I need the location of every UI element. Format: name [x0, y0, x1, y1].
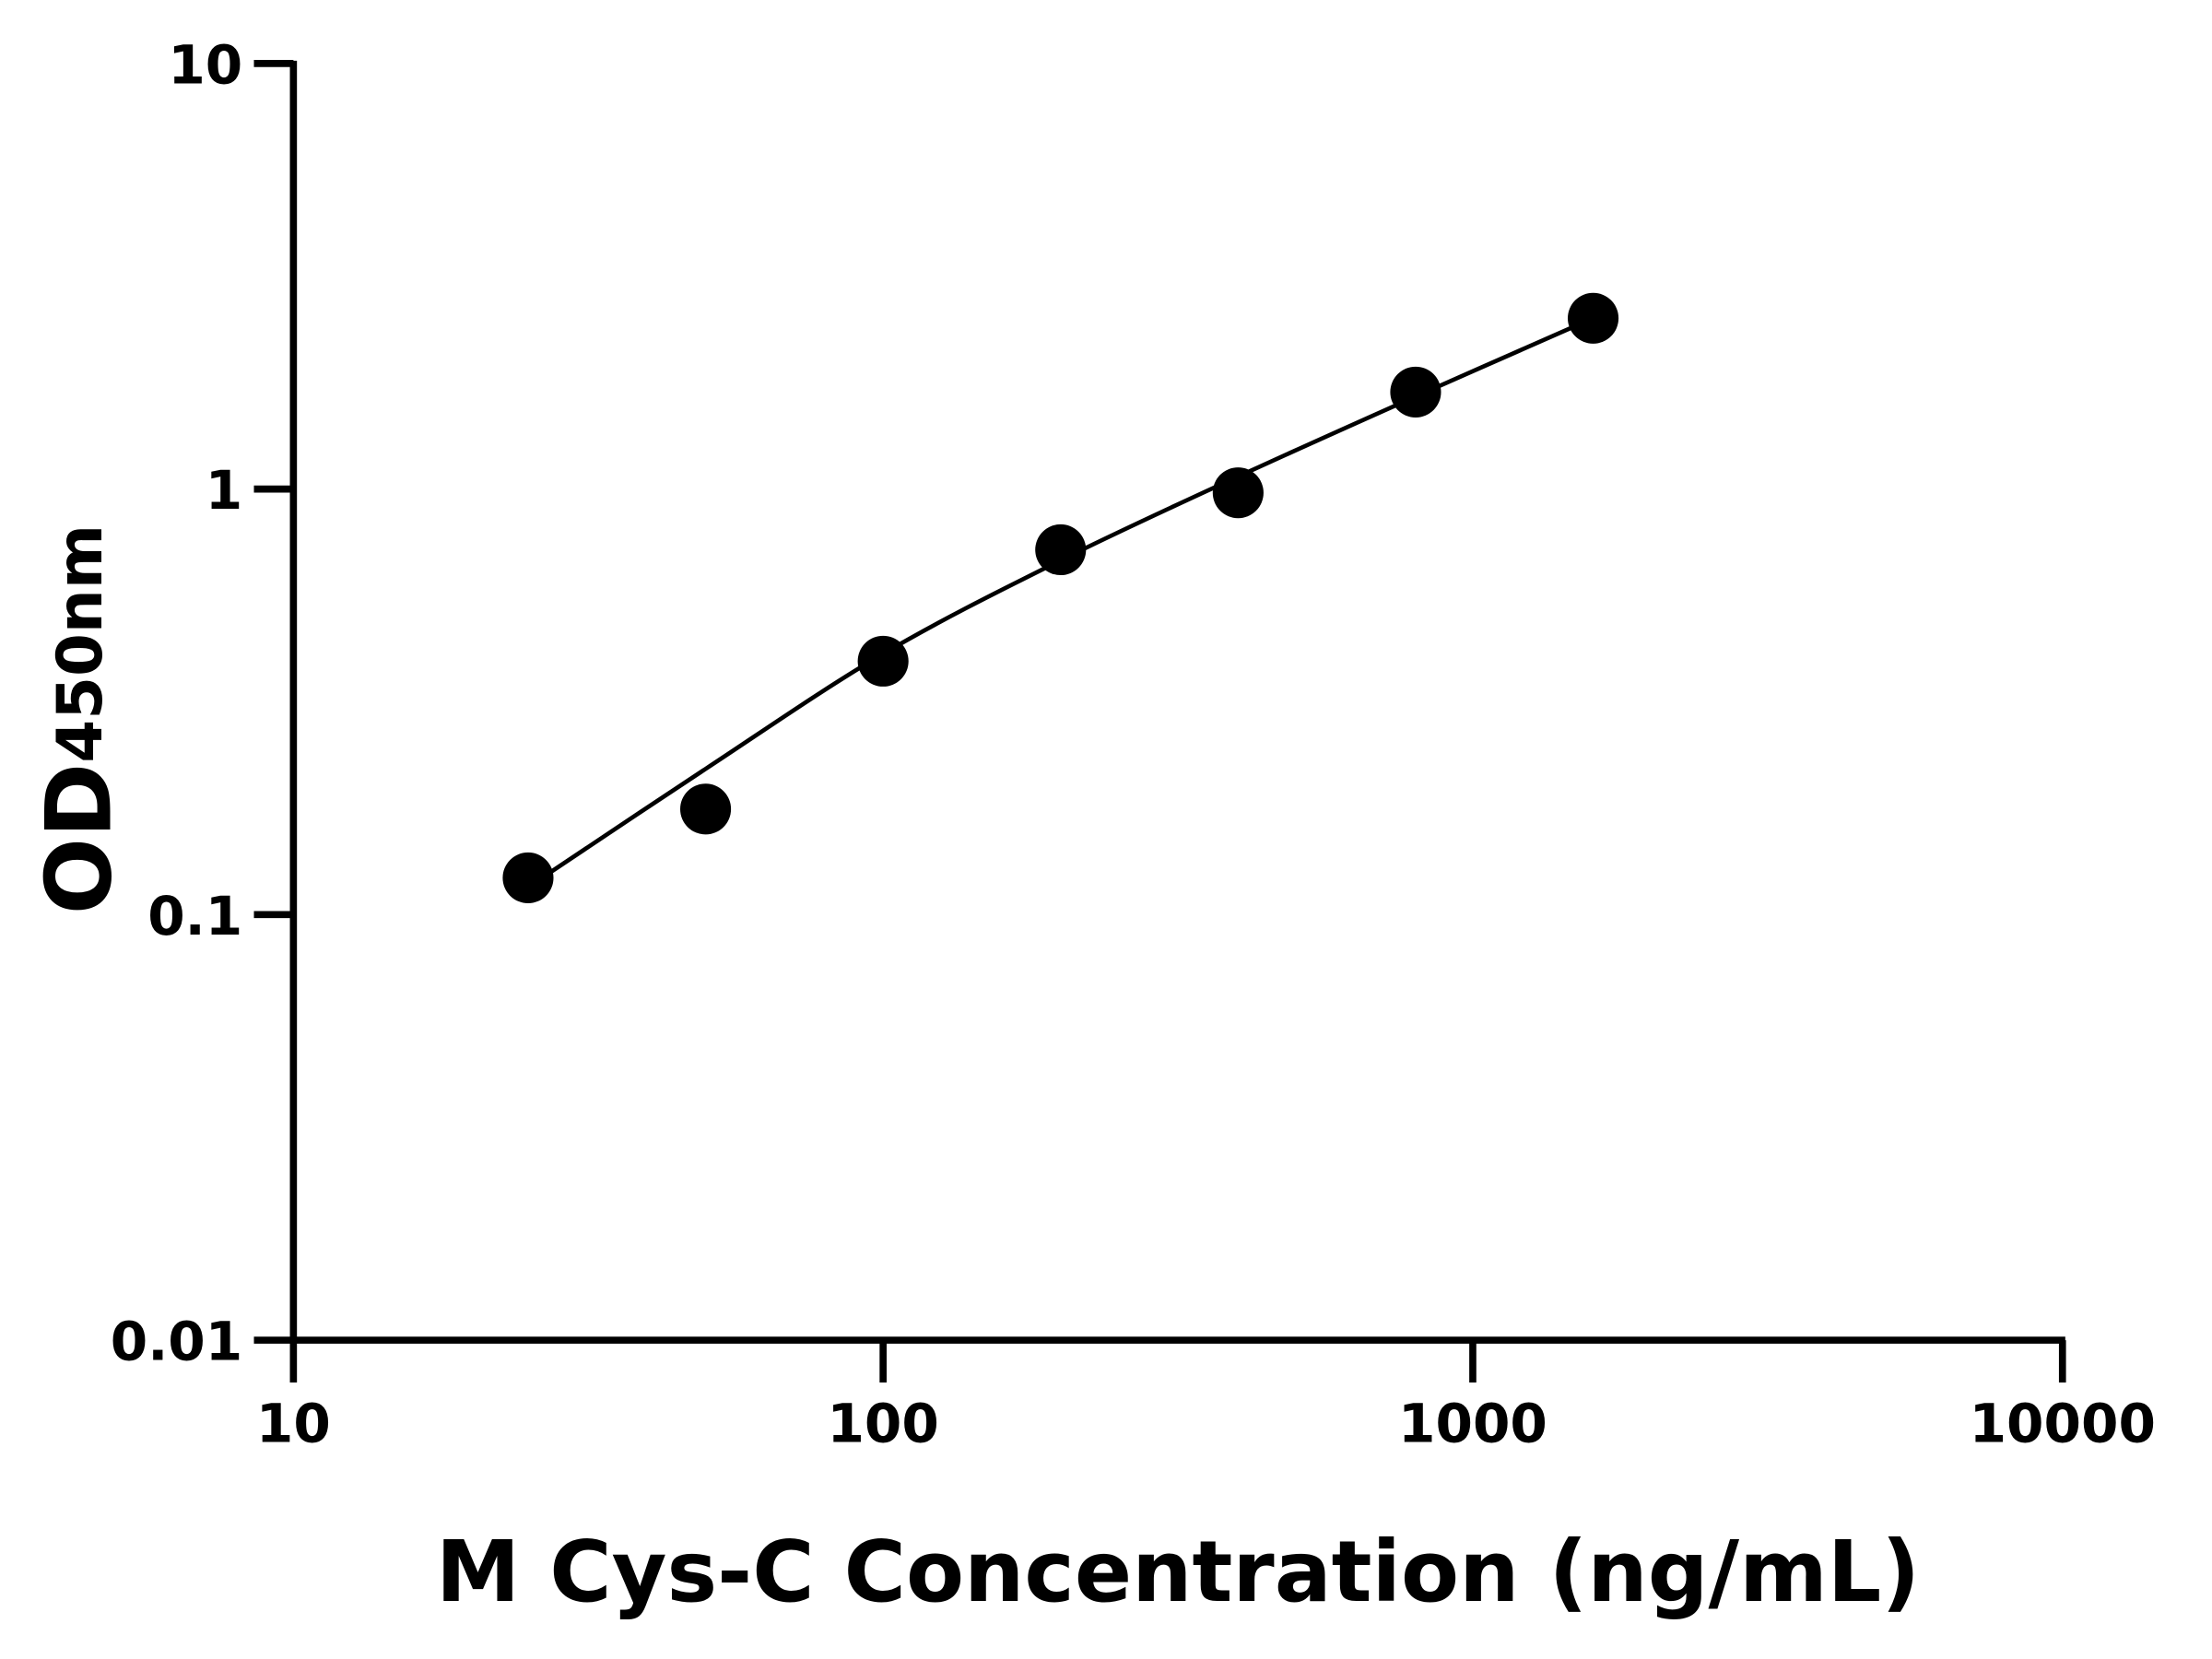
- data-point: [1568, 292, 1619, 344]
- data-point: [680, 783, 732, 835]
- axes: [253, 60, 2066, 1382]
- data-point: [1212, 467, 1264, 519]
- y-tick-label: 10: [168, 33, 242, 96]
- tick-labels: 10 100 1000 10000 0.01 0.1 1 10: [111, 33, 2156, 1454]
- data-point: [1035, 524, 1087, 576]
- y-axis-label-sub: 450nm: [43, 524, 116, 763]
- x-tick-label: 100: [827, 1392, 938, 1454]
- y-tick-label: 0.1: [147, 885, 242, 947]
- y-axis-label: OD450nm: [27, 524, 132, 914]
- y-axis-label-main: OD: [27, 763, 132, 915]
- x-tick-label: 10000: [1970, 1392, 2156, 1454]
- x-tick-label: 1000: [1398, 1392, 1547, 1454]
- data-points: [502, 292, 1619, 904]
- y-tick-label: 1: [206, 459, 242, 522]
- data-point: [857, 635, 909, 687]
- data-point: [1390, 366, 1441, 418]
- x-axis-label: M Cys-C Concentration (ng/mL): [436, 1523, 1920, 1621]
- data-point: [502, 852, 554, 904]
- y-tick-label: 0.01: [111, 1311, 243, 1373]
- x-tick-label: 10: [256, 1392, 331, 1454]
